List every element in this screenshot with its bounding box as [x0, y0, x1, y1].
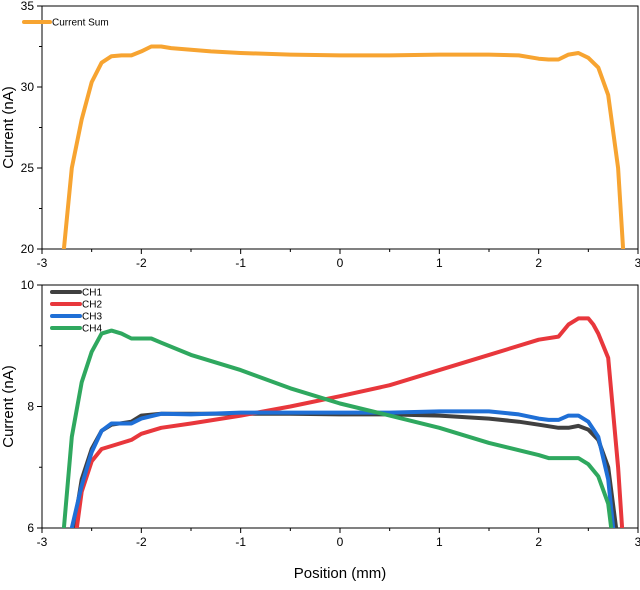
x-tick-label: -3 — [37, 535, 48, 549]
y-tick-label: 20 — [21, 242, 35, 256]
x-axis-title: Position (mm) — [294, 565, 387, 582]
x-tick-label: 0 — [337, 256, 344, 270]
y-tick-label: 25 — [21, 161, 35, 175]
x-tick-label: 0 — [337, 535, 344, 549]
x-tick-label: 3 — [635, 535, 640, 549]
y-tick-label: 35 — [21, 0, 35, 13]
series-line-ch2 — [74, 316, 625, 528]
top-panel: -3 -2 -1 0 1 2 3 20 25 30 35 Current (nA) Current Su… — [0, 0, 640, 270]
series-line-current-sum — [61, 44, 626, 249]
x-tick-label: -1 — [235, 535, 246, 549]
series-line-ch3 — [69, 409, 616, 528]
legend-label: CH4 — [82, 324, 102, 335]
x-tick-label: -2 — [136, 535, 147, 549]
y-tick-label: 6 — [27, 521, 34, 535]
x-tick-label: 2 — [535, 535, 542, 549]
y-tick-label: 10 — [21, 278, 35, 292]
x-tick-label: 2 — [535, 256, 542, 270]
y-tick-label: 8 — [27, 400, 34, 414]
legend-label: Current Sum — [52, 18, 109, 29]
legend-label: CH3 — [82, 312, 102, 323]
y-axis-title: Current (nA) — [0, 365, 17, 448]
series-line-ch4 — [61, 328, 614, 528]
x-tick-label: -2 — [136, 256, 147, 270]
legend-label: CH2 — [82, 300, 102, 311]
legend-label: CH1 — [82, 288, 102, 299]
x-tick-label: -3 — [37, 256, 48, 270]
x-tick-label: 3 — [635, 256, 640, 270]
x-tick-label: -1 — [235, 256, 246, 270]
x-tick-label: 1 — [436, 256, 443, 270]
y-axis-title: Current (nA) — [0, 86, 17, 169]
x-tick-label: 1 — [436, 535, 443, 549]
plot-frame — [41, 284, 639, 529]
plot-frame — [41, 5, 639, 250]
y-tick-label: 30 — [21, 80, 35, 94]
